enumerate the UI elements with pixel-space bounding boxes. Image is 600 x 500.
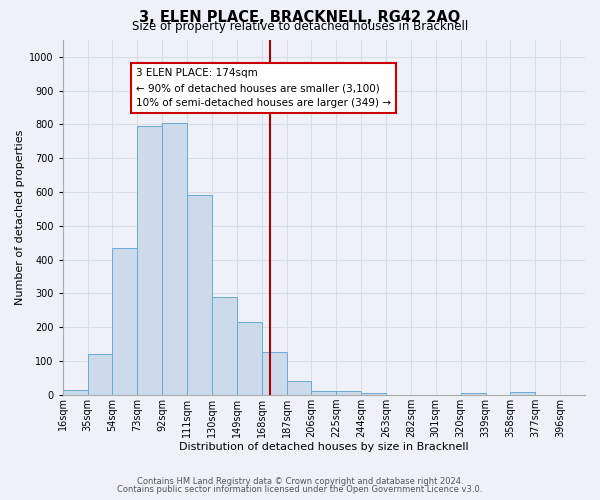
Bar [137,126,162,394]
Bar [287,381,311,394]
Bar [62,390,88,394]
Bar [361,392,386,394]
Bar [311,390,336,394]
Text: Contains HM Land Registry data © Crown copyright and database right 2024.: Contains HM Land Registry data © Crown c… [137,477,463,486]
Bar [461,393,485,394]
Text: Size of property relative to detached houses in Bracknell: Size of property relative to detached ho… [132,20,468,33]
Bar [336,392,361,394]
Text: 3 ELEN PLACE: 174sqm
← 90% of detached houses are smaller (3,100)
10% of semi-de: 3 ELEN PLACE: 174sqm ← 90% of detached h… [136,68,391,108]
Bar [511,392,535,394]
Bar [262,352,287,395]
Bar [187,196,212,394]
Bar [88,354,112,395]
Y-axis label: Number of detached properties: Number of detached properties [15,130,25,305]
Bar [162,123,187,394]
Text: 3, ELEN PLACE, BRACKNELL, RG42 2AQ: 3, ELEN PLACE, BRACKNELL, RG42 2AQ [139,10,461,25]
Text: Contains public sector information licensed under the Open Government Licence v3: Contains public sector information licen… [118,484,482,494]
Bar [237,322,262,394]
Bar [112,248,137,394]
X-axis label: Distribution of detached houses by size in Bracknell: Distribution of detached houses by size … [179,442,469,452]
Bar [212,296,237,394]
